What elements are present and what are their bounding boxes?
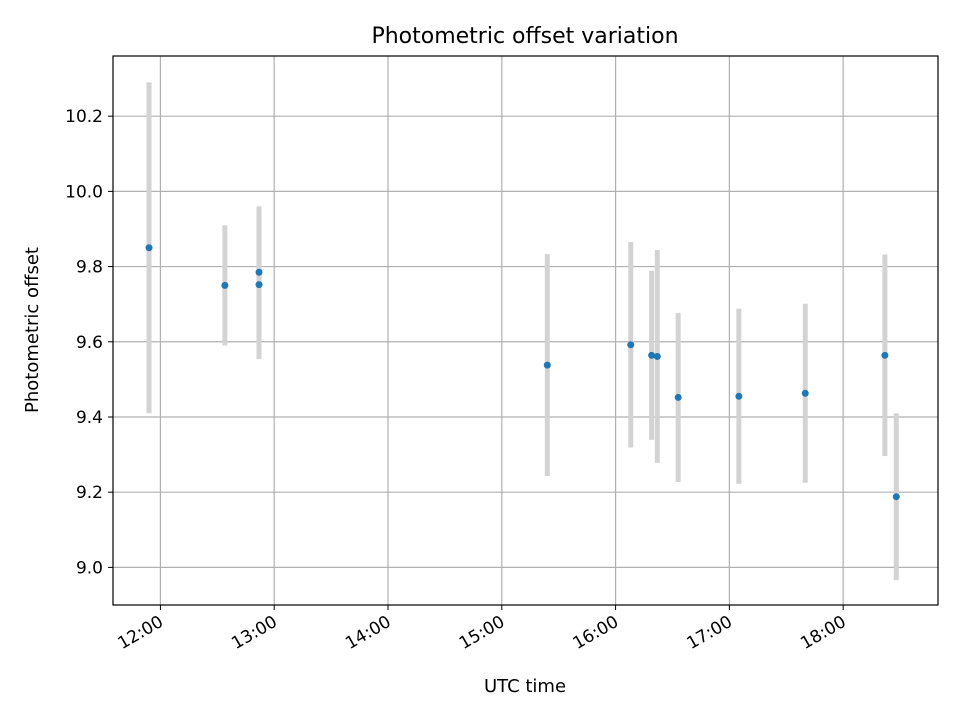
x-tick-label: 12:00 [114, 612, 166, 654]
data-point [255, 268, 263, 276]
plot-frame [112, 55, 939, 606]
y-tick-label: 10.2 [65, 107, 103, 127]
y-tick-label: 9.0 [76, 558, 103, 578]
data-point [674, 393, 682, 401]
y-axis-ticks: 9.0 9.2 9.4 9.6 9.8 10.0 10.2 [65, 107, 113, 578]
y-tick-label: 9.8 [76, 258, 103, 278]
data-point [801, 389, 809, 397]
y-axis-label: Photometric offset [22, 247, 43, 413]
data-point [648, 351, 656, 359]
x-tick-label: 17:00 [683, 612, 735, 654]
x-tick-label: 16:00 [570, 612, 622, 654]
chart-title: Photometric offset variation [371, 24, 678, 49]
y-tick-label: 9.4 [76, 408, 103, 428]
x-tick-label: 18:00 [797, 612, 849, 654]
data-point [221, 281, 229, 289]
x-tick-label: 13:00 [228, 612, 280, 654]
data-points [145, 244, 900, 501]
data-point [543, 361, 551, 369]
y-tick-label: 9.6 [76, 333, 103, 353]
x-tick-label: 14:00 [342, 612, 394, 654]
x-axis-label: UTC time [484, 676, 566, 697]
data-point [627, 341, 635, 349]
x-tick-label: 15:00 [456, 612, 508, 654]
data-point [881, 351, 889, 359]
data-point [145, 244, 153, 252]
y-tick-label: 9.2 [76, 483, 103, 503]
y-tick-label: 10.0 [65, 182, 103, 202]
data-point [735, 392, 743, 400]
error-bars [146, 82, 899, 581]
data-point [255, 281, 263, 289]
data-point [653, 352, 661, 360]
grid [113, 56, 938, 605]
data-point [892, 493, 900, 501]
x-axis-ticks: 12:00 13:00 14:00 15:00 16:00 17:00 18:00 [114, 605, 850, 654]
